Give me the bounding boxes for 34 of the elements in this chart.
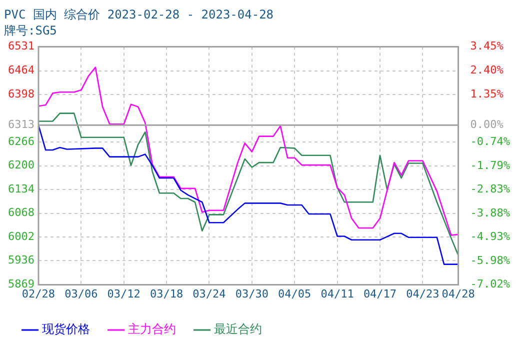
y-tick-label: 6464 (8, 64, 35, 77)
x-tick-label: 04/23 (406, 287, 440, 300)
x-tick-label: 03/18 (150, 287, 184, 300)
x-tick-label: 03/06 (64, 287, 98, 300)
x-tick-label: 03/12 (107, 287, 140, 300)
y-tick-label: 6313 (8, 118, 34, 132)
y-tick-label: 6266 (8, 134, 34, 148)
legend-label: 最近合约 (214, 322, 262, 336)
x-tick-label: 04/05 (278, 287, 312, 300)
legend-label: 现货价格 (42, 322, 90, 336)
y-tick-label: 6398 (8, 87, 34, 100)
y2-tick-label: -3.88% (470, 206, 510, 220)
y-tick-label: 6002 (8, 230, 34, 243)
y2-tick-label: -4.93% (470, 230, 510, 244)
y-tick-label: 6531 (8, 40, 34, 53)
y2-tick-label: -2.83% (470, 182, 510, 196)
y-tick-label: 6200 (8, 158, 34, 172)
x-tick-label: 03/24 (192, 287, 226, 300)
y2-tick-label: 1.35% (470, 87, 504, 100)
chart-title: PVC 国内 综合价 2023-02-28 - 2023-04-28 (4, 7, 274, 22)
legend-label: 主力合约 (128, 322, 176, 336)
y-tick-label: 6068 (8, 206, 34, 220)
x-tick-label: 04/11 (320, 287, 354, 300)
y2-tick-label: 2.40% (470, 64, 504, 77)
y2-tick-label: -1.79% (470, 158, 510, 172)
y2-tick-label: 0.00% (470, 118, 504, 132)
y2-tick-label: 3.45% (470, 40, 504, 53)
y2-tick-label: -0.74% (470, 134, 510, 148)
x-tick-label: 04/17 (363, 287, 397, 300)
chart-subtitle: 牌号:SG5 (4, 24, 57, 38)
y-tick-label: 5936 (8, 254, 34, 267)
x-tick-label: 03/30 (235, 287, 268, 300)
y2-tick-label: -5.98% (470, 254, 510, 268)
y-tick-label: 6134 (8, 182, 35, 196)
